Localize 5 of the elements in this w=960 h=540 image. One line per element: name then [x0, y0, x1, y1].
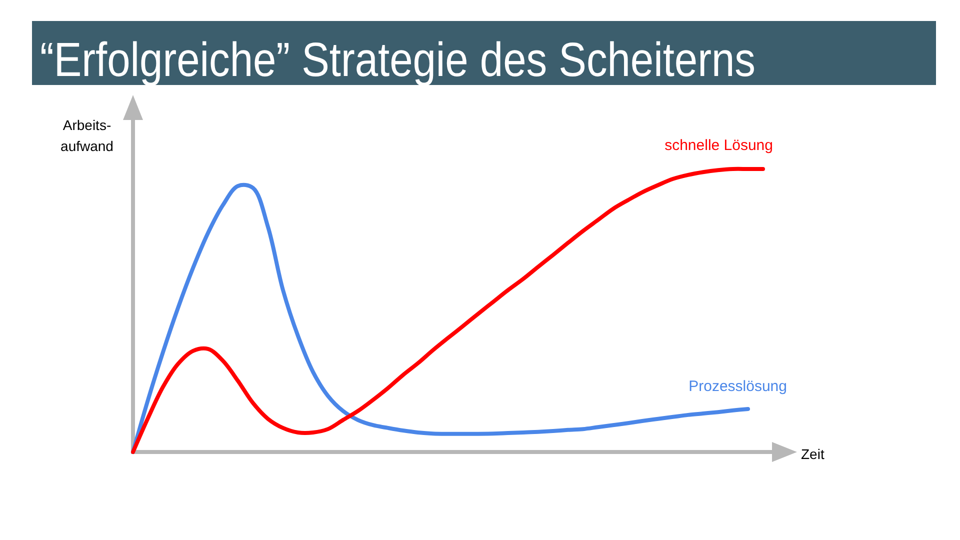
series-label: Prozesslösung	[688, 378, 787, 395]
y-axis-title: Arbeits- aufwand	[60, 117, 114, 154]
series-label: schnelle Lösung	[664, 137, 773, 154]
chart-title: “Erfolgreiche” Strategie des Scheiterns	[40, 32, 756, 87]
x-axis-title: Zeit	[801, 446, 824, 462]
